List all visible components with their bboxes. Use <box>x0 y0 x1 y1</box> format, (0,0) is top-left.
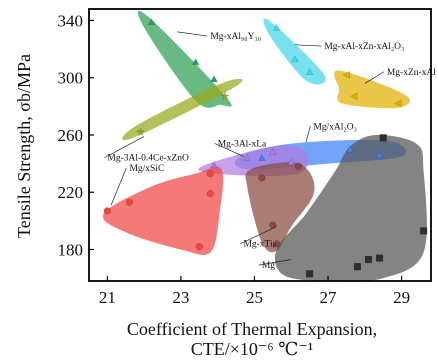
region-mg-xal-xzn-xal2o3 <box>263 18 326 85</box>
region-mg-xal90y10 <box>137 10 232 108</box>
group-regions <box>102 10 427 282</box>
marker-mg-xal90y10-3 <box>210 75 218 83</box>
annotations: Mg-xAl₉₀Y₁₀ Mg-xAl-xZn-xAl₂O₃ Mg-xZn-xAl Mg… <box>104 31 436 271</box>
y-tick-label-260: 260 <box>58 126 84 145</box>
region-mg <box>274 134 427 282</box>
marker-mg-5 <box>419 227 428 235</box>
marker-mg-xal-xzn-xal2o3-2 <box>291 55 299 63</box>
label-a7: Mg/xSiC <box>129 164 164 174</box>
x-tick-label-21: 21 <box>99 288 116 307</box>
data-markers <box>103 17 428 278</box>
leader-a8 <box>240 226 277 244</box>
marker-mg-xal2o3-3 <box>375 151 384 158</box>
leader-a6 <box>104 136 145 159</box>
label-a1: Mg-xAl₉₀Y₁₀ <box>210 32 261 42</box>
x-axis-title-line2: CTE/×10⁻⁶ ℃⁻¹ <box>191 339 313 359</box>
marker-mg-xtip-2 <box>294 162 303 171</box>
marker-mg-xzn-xal-3 <box>393 99 402 108</box>
label-a6: Mg-3Al-0.4Ce-xZnO <box>107 154 189 164</box>
label-a2: Mg-xAl-xZn-xAl₂O₃ <box>324 42 404 52</box>
label-a5: Mg-3Al-xLa <box>218 139 267 149</box>
marker-mg-xal2o3-2 <box>346 145 354 153</box>
leader-a2 <box>294 44 322 47</box>
marker-mg-xsic-5 <box>195 242 203 251</box>
leader-a1 <box>177 31 208 37</box>
label-a4: Mg/xAl₂O₃ <box>313 122 357 132</box>
region-mg-xzn-xal <box>334 70 411 109</box>
label-a8: Mg-xTiₚ <box>243 240 276 250</box>
marker-mg-3al-xla-2 <box>243 153 251 161</box>
marker-mg-xzn-xal-2 <box>349 92 358 101</box>
marker-mg-xtip-1 <box>258 174 266 182</box>
marker-mg-xsic-2 <box>125 198 134 206</box>
x-axis-title-line1: Coefficient of Thermal Expansion, <box>127 319 377 339</box>
label-a9: Mg <box>262 261 275 271</box>
marker-mg-3 <box>364 255 373 264</box>
y-tick-label-220: 220 <box>58 183 84 202</box>
marker-mg-3al-0-4ce-xzno-1 <box>135 127 146 137</box>
y-tick-label-300: 300 <box>58 69 84 88</box>
marker-mg-xal2o3-1 <box>258 153 266 161</box>
leader-a5 <box>214 143 244 157</box>
marker-mg-xsic-1 <box>103 207 112 215</box>
leader-a4 <box>305 126 311 143</box>
x-tick-label-23: 23 <box>172 288 189 307</box>
region-mg-xtip <box>245 162 315 253</box>
marker-mg-3al-0-4ce-xzno-2 <box>220 91 230 101</box>
region-mg-xsic <box>102 166 224 256</box>
marker-mg-6 <box>379 134 387 142</box>
marker-mg-3al-xla-3 <box>269 148 277 156</box>
x-tick-label-29: 29 <box>393 288 410 307</box>
marker-mg-xsic-3 <box>206 169 215 178</box>
leader-a9 <box>258 259 292 266</box>
marker-mg-1 <box>305 270 314 278</box>
marker-mg-xal-xzn-xal2o3-1 <box>272 23 281 31</box>
y-tick-label-340: 340 <box>58 11 84 30</box>
marker-mg-xtip-4 <box>272 240 281 248</box>
marker-mg-xzn-xal-1 <box>342 71 351 79</box>
marker-mg-xal-xzn-xal2o3-3 <box>305 68 314 75</box>
y-axis-title: Tensile Strength, σb/MPa <box>14 54 34 238</box>
marker-mg-4 <box>375 254 384 262</box>
y-tick-label-180: 180 <box>58 241 84 260</box>
marker-mg-3al-xla-1 <box>210 161 218 169</box>
marker-mg-3al-xla-4 <box>287 158 296 166</box>
label-a3: Mg-xZn-xAl <box>387 68 436 78</box>
x-tick-label-27: 27 <box>320 288 338 307</box>
marker-mg-xal90y10-1 <box>147 17 156 25</box>
marker-mg-xal90y10-2 <box>191 58 200 65</box>
plot-frame <box>88 8 432 282</box>
region-mg-3al-0-4ce-xzno <box>122 78 243 141</box>
x-axis-ticks: 21 23 25 27 29 <box>99 276 410 307</box>
leader-a3 <box>364 71 385 84</box>
marker-mg-xsic-4 <box>206 190 215 198</box>
leader-a7 <box>110 167 127 206</box>
y-axis-ticks: 180 220 260 300 340 <box>58 11 94 260</box>
x-tick-label-25: 25 <box>246 288 263 307</box>
marker-mg-2 <box>353 263 362 271</box>
